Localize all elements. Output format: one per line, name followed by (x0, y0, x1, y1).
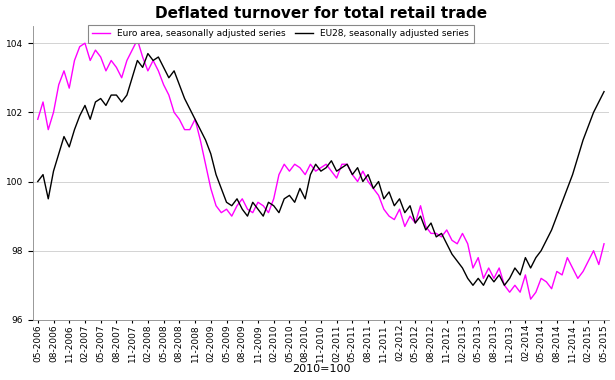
EU28, seasonally adjusted series (76, 114, 84, 118)
EU28, seasonally adjusted series (343, 162, 351, 166)
Euro area, seasonally adjusted series (34, 117, 41, 122)
Euro area, seasonally adjusted series (133, 38, 141, 42)
Line: Euro area, seasonally adjusted series: Euro area, seasonally adjusted series (38, 40, 604, 299)
EU28, seasonally adjusted series (228, 203, 236, 208)
Euro area, seasonally adjusted series (228, 214, 236, 218)
EU28, seasonally adjusted series (34, 179, 41, 184)
Euro area, seasonally adjusted series (411, 221, 419, 225)
Euro area, seasonally adjusted series (343, 162, 351, 166)
X-axis label: 2010=100: 2010=100 (292, 364, 350, 374)
Euro area, seasonally adjusted series (600, 242, 608, 246)
Line: EU28, seasonally adjusted series: EU28, seasonally adjusted series (38, 54, 604, 285)
EU28, seasonally adjusted series (411, 221, 419, 225)
Title: Deflated turnover for total retail trade: Deflated turnover for total retail trade (155, 6, 487, 21)
Legend: Euro area, seasonally adjusted series, EU28, seasonally adjusted series: Euro area, seasonally adjusted series, E… (87, 25, 474, 43)
Euro area, seasonally adjusted series (76, 44, 84, 49)
Euro area, seasonally adjusted series (197, 138, 204, 142)
EU28, seasonally adjusted series (144, 51, 151, 56)
Euro area, seasonally adjusted series (349, 173, 356, 177)
EU28, seasonally adjusted series (469, 283, 477, 288)
EU28, seasonally adjusted series (600, 89, 608, 94)
Euro area, seasonally adjusted series (527, 297, 534, 301)
EU28, seasonally adjusted series (197, 127, 204, 132)
EU28, seasonally adjusted series (349, 173, 356, 177)
